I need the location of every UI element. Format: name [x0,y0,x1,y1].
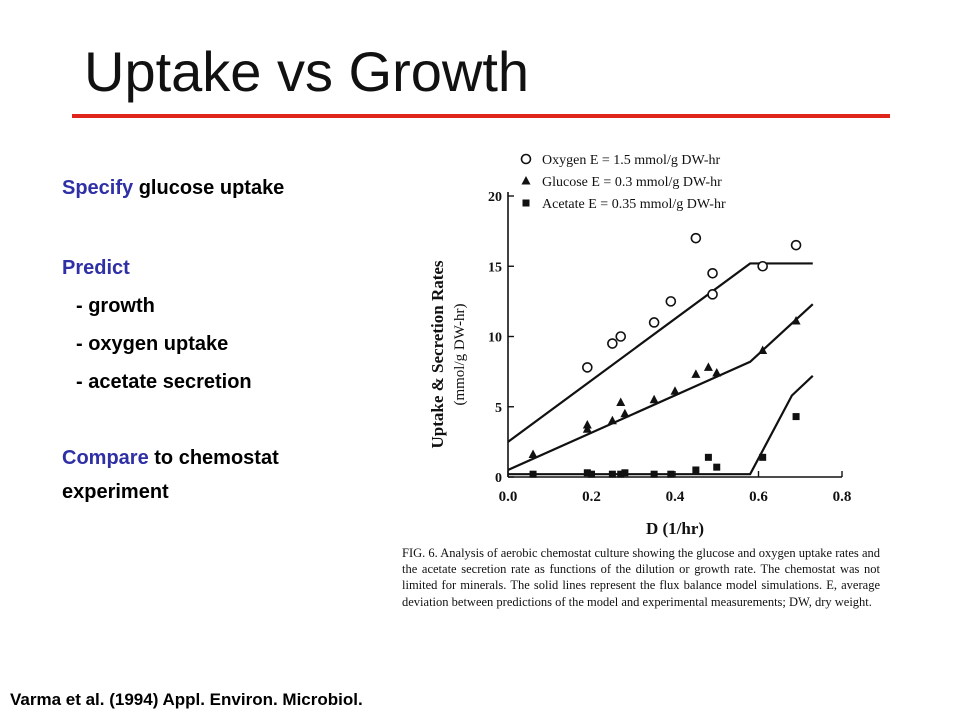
oxygen-model-line [507,262,813,443]
compare-line-2: experiment [62,481,169,503]
bullet-specify: Specify glucose uptake [62,176,284,200]
glucose-model-line [507,303,814,471]
legend-marker-acetate [522,199,530,207]
y-tick-label: 15 [488,260,502,275]
x-tick-label: 0.2 [582,489,601,505]
oxygen-data-point [790,239,802,251]
predict-item-acetate: - acetate secretion [76,371,252,393]
acetate-data-point [650,470,658,478]
glucose-data-point [607,415,617,425]
oxygen-data-point [582,362,593,373]
y-tick-label: 0 [495,471,502,486]
acetate-data-point [608,470,616,478]
acetate-data-point [529,470,537,478]
x-tick-label: 0.0 [499,489,518,505]
citation: Varma et al. (1994) Appl. Environ. Micro… [10,690,363,709]
title-underline [72,114,890,118]
glucose-data-point [528,449,538,459]
glucose-data-point [758,345,768,355]
specify-text: glucose uptake [133,177,285,199]
glucose-data-point [791,316,801,325]
oxygen-data-point [615,331,627,342]
legend-marker-oxygen [520,153,532,165]
acetate-data-point [588,470,595,478]
acetate-data-point [704,453,712,461]
oxygen-data-point [690,232,702,244]
acetate-model-line [508,375,814,476]
glucose-data-point [703,362,713,371]
oxygen-data-point [707,267,718,279]
oxygen-data-point [757,260,768,272]
y-tick-label: 20 [488,190,502,205]
acetate-data-point [583,469,591,477]
glucose-data-point [582,420,592,429]
oxygen-data-point [707,289,718,300]
slide-title: Uptake vs Growth [84,40,530,103]
oxygen-data-point [648,317,660,328]
predict-item-growth: - growth [76,295,155,317]
legend-label-glucose: Glucose E = 0.3 mmol/g DW-hr [542,175,722,190]
acetate-data-point [617,470,625,478]
legend-marker-glucose [521,176,531,185]
acetate-data-point [713,463,721,471]
oxygen-data-point [607,338,618,349]
predict-keyword: Predict [62,257,130,279]
chart-svg: 0.0 0.2 0.4 0.6 0.8 0 5 10 15 20 D (1/hr) Uptake & … [428,153,852,538]
acetate-data-point [792,413,800,421]
bullet-compare: Compare to chemostat [62,446,279,470]
acetate-data-point [667,470,675,478]
glucose-data-point [670,386,680,395]
figure-caption: FIG. 6. Analysis of aerobic chemostat cu… [402,546,880,609]
compare-keyword: Compare [62,447,149,469]
y-axis-label: Uptake & Secretion Rates [428,260,447,448]
x-tick-label: 0.8 [833,489,852,505]
glucose-data-point [691,369,701,378]
predict-item-oxygen: - oxygen uptake [76,333,229,355]
glucose-data-point [616,397,626,407]
x-axis-label: D (1/hr) [646,519,704,538]
compare-text: to chemostat [148,447,279,469]
figure-panel: 0.0 0.2 0.4 0.6 0.8 0 5 10 15 20 D (1/hr) Uptake & … [395,140,875,655]
glucose-data-point [649,394,659,404]
acetate-data-point [759,453,767,461]
glucose-data-point [712,368,722,377]
legend-label-acetate: Acetate E = 0.35 mmol/g DW-hr [542,197,726,212]
glucose-data-point [620,408,630,418]
y-tick-label: 5 [495,401,502,416]
specify-keyword: Specify [62,177,134,199]
acetate-data-point [621,469,629,477]
y-axis-label-units: (mmol/g DW-hr) [452,303,468,405]
y-tick-label: 10 [488,331,502,346]
acetate-data-point [692,466,700,474]
x-tick-label: 0.6 [749,489,768,505]
legend-label-oxygen: Oxygen E = 1.5 mmol/g DW-hr [542,153,721,168]
x-tick-label: 0.4 [666,489,685,505]
oxygen-data-point [665,296,677,307]
